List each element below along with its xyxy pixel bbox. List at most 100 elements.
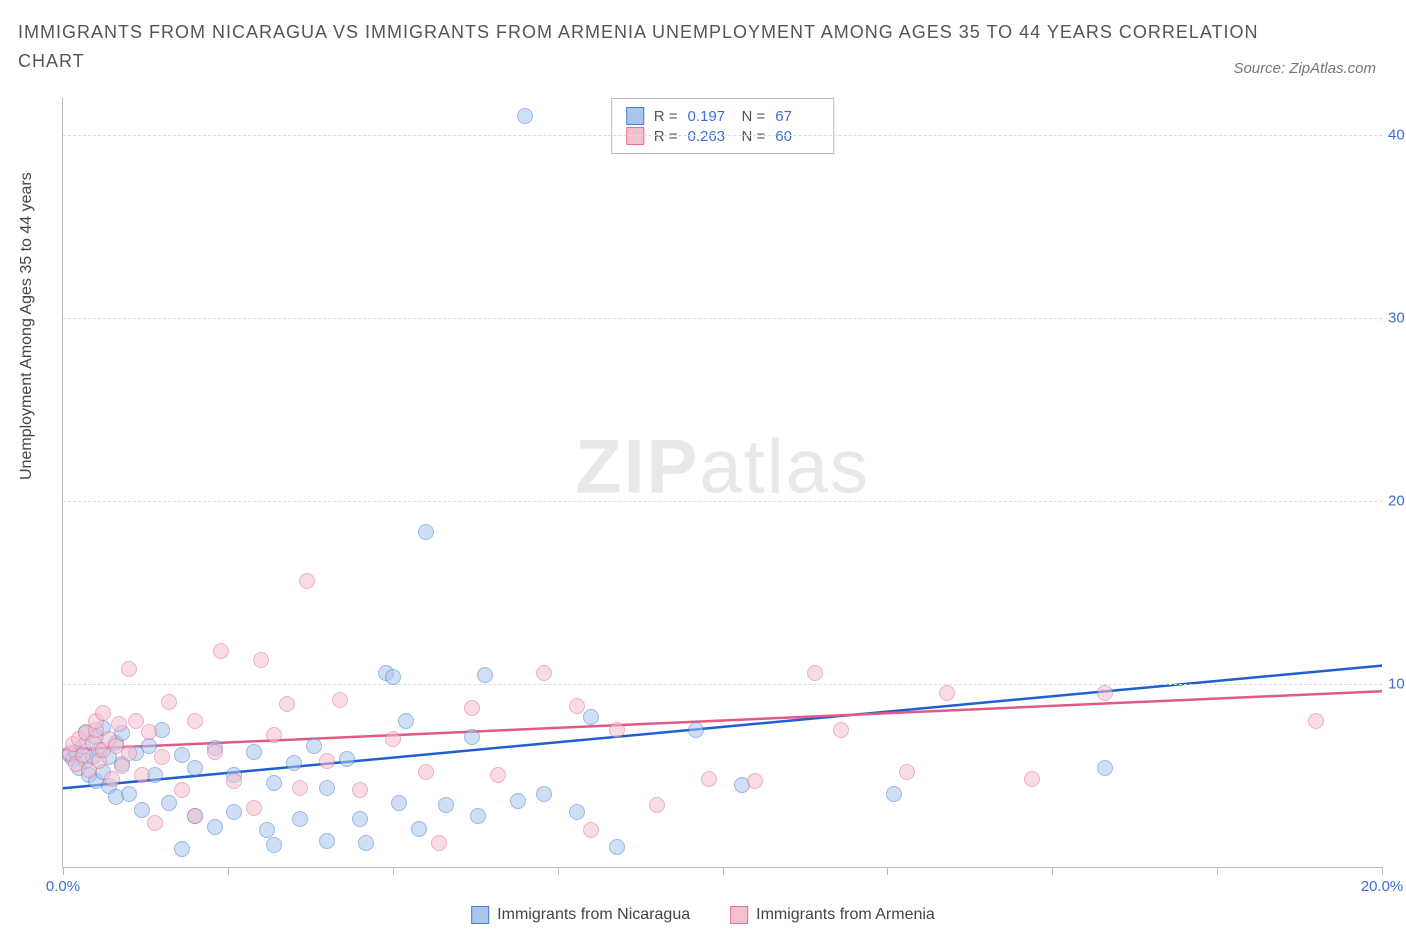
- x-tick: [558, 867, 559, 875]
- scatter-point: [121, 745, 137, 761]
- scatter-point: [747, 773, 763, 789]
- scatter-point: [358, 835, 374, 851]
- scatter-point: [470, 808, 486, 824]
- watermark: ZIPatlas: [575, 424, 870, 511]
- scatter-point: [286, 755, 302, 771]
- x-tick-label: 20.0%: [1361, 878, 1404, 895]
- scatter-point: [352, 811, 368, 827]
- y-tick-label: 40.0%: [1388, 126, 1406, 143]
- scatter-point: [477, 667, 493, 683]
- x-tick: [63, 867, 64, 875]
- scatter-point: [464, 729, 480, 745]
- scatter-point: [583, 709, 599, 725]
- scatter-point: [939, 685, 955, 701]
- scatter-point: [517, 108, 533, 124]
- scatter-point: [147, 815, 163, 831]
- x-tick: [1052, 867, 1053, 875]
- gridline: [63, 501, 1382, 502]
- scatter-point: [649, 797, 665, 813]
- scatter-point: [111, 716, 127, 732]
- scatter-point: [266, 775, 282, 791]
- scatter-point: [246, 800, 262, 816]
- scatter-point: [134, 767, 150, 783]
- x-tick: [723, 867, 724, 875]
- legend-n-label: N =: [742, 108, 766, 125]
- scatter-point: [332, 692, 348, 708]
- scatter-point: [141, 724, 157, 740]
- scatter-point: [266, 727, 282, 743]
- scatter-point: [352, 782, 368, 798]
- scatter-point: [187, 713, 203, 729]
- scatter-point: [569, 804, 585, 820]
- scatter-point: [187, 760, 203, 776]
- scatter-point: [292, 811, 308, 827]
- source-label: Source: ZipAtlas.com: [1233, 60, 1376, 77]
- scatter-point: [213, 643, 229, 659]
- x-tick-label: 0.0%: [46, 878, 80, 895]
- scatter-point: [1097, 760, 1113, 776]
- scatter-point: [438, 797, 454, 813]
- legend-r-value-nicaragua: 0.197: [688, 108, 732, 125]
- x-tick: [228, 867, 229, 875]
- scatter-point: [510, 793, 526, 809]
- scatter-point: [385, 669, 401, 685]
- scatter-point: [1097, 685, 1113, 701]
- page-title: IMMIGRANTS FROM NICARAGUA VS IMMIGRANTS …: [18, 18, 1286, 76]
- scatter-point: [319, 780, 335, 796]
- scatter-point: [536, 665, 552, 681]
- scatter-point: [833, 722, 849, 738]
- legend-swatch-nicaragua: [471, 906, 489, 924]
- legend-r-label: R =: [654, 108, 678, 125]
- y-tick-label: 20.0%: [1388, 492, 1406, 509]
- scatter-point: [319, 753, 335, 769]
- legend-n-label: N =: [742, 128, 766, 145]
- legend-r-label: R =: [654, 128, 678, 145]
- scatter-point: [121, 661, 137, 677]
- scatter-point: [154, 749, 170, 765]
- x-tick: [1382, 867, 1383, 875]
- scatter-point: [339, 751, 355, 767]
- scatter-point: [886, 786, 902, 802]
- scatter-point: [411, 821, 427, 837]
- scatter-point: [807, 665, 823, 681]
- scatter-point: [418, 764, 434, 780]
- scatter-point: [490, 767, 506, 783]
- scatter-point: [134, 802, 150, 818]
- scatter-point: [95, 705, 111, 721]
- scatter-point: [1308, 713, 1324, 729]
- scatter-point: [418, 524, 434, 540]
- scatter-point: [161, 795, 177, 811]
- scatter-point: [701, 771, 717, 787]
- scatter-point: [292, 780, 308, 796]
- scatter-point: [899, 764, 915, 780]
- scatter-point: [187, 808, 203, 824]
- scatter-point: [391, 795, 407, 811]
- x-tick: [887, 867, 888, 875]
- legend-stats: R = 0.197 N = 67 R = 0.263 N = 60: [611, 98, 835, 154]
- gridline: [63, 318, 1382, 319]
- scatter-point: [226, 804, 242, 820]
- legend-item-armenia: Immigrants from Armenia: [730, 906, 935, 924]
- scatter-point: [1024, 771, 1040, 787]
- scatter-point: [174, 841, 190, 857]
- y-axis-label: Unemployment Among Ages 35 to 44 years: [18, 172, 36, 480]
- gridline: [63, 135, 1382, 136]
- legend-stats-row: R = 0.197 N = 67: [626, 107, 820, 125]
- scatter-point: [121, 786, 137, 802]
- legend-label-armenia: Immigrants from Armenia: [756, 906, 935, 924]
- x-tick: [393, 867, 394, 875]
- scatter-point: [174, 747, 190, 763]
- scatter-point: [569, 698, 585, 714]
- y-tick-label: 10.0%: [1388, 675, 1406, 692]
- scatter-point: [431, 835, 447, 851]
- scatter-point: [536, 786, 552, 802]
- scatter-point: [609, 839, 625, 855]
- scatter-point: [246, 744, 262, 760]
- legend-r-value-armenia: 0.263: [688, 128, 732, 145]
- scatter-point: [306, 738, 322, 754]
- legend-n-value-nicaragua: 67: [775, 108, 819, 125]
- scatter-point: [688, 722, 704, 738]
- y-tick-label: 30.0%: [1388, 309, 1406, 326]
- scatter-point: [279, 696, 295, 712]
- scatter-point: [299, 573, 315, 589]
